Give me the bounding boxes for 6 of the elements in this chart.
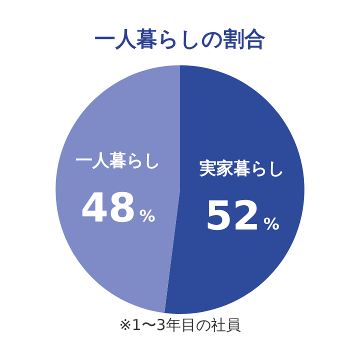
chart-title: 一人暮らしの割合 [94,27,266,52]
slice-label: 実家暮らし [198,158,285,179]
slice-label: 一人暮らし [75,151,160,172]
data-label: 52% [204,194,280,240]
data-label: 48% [80,186,156,232]
text: ※1〜3年目の社員 [119,316,241,334]
